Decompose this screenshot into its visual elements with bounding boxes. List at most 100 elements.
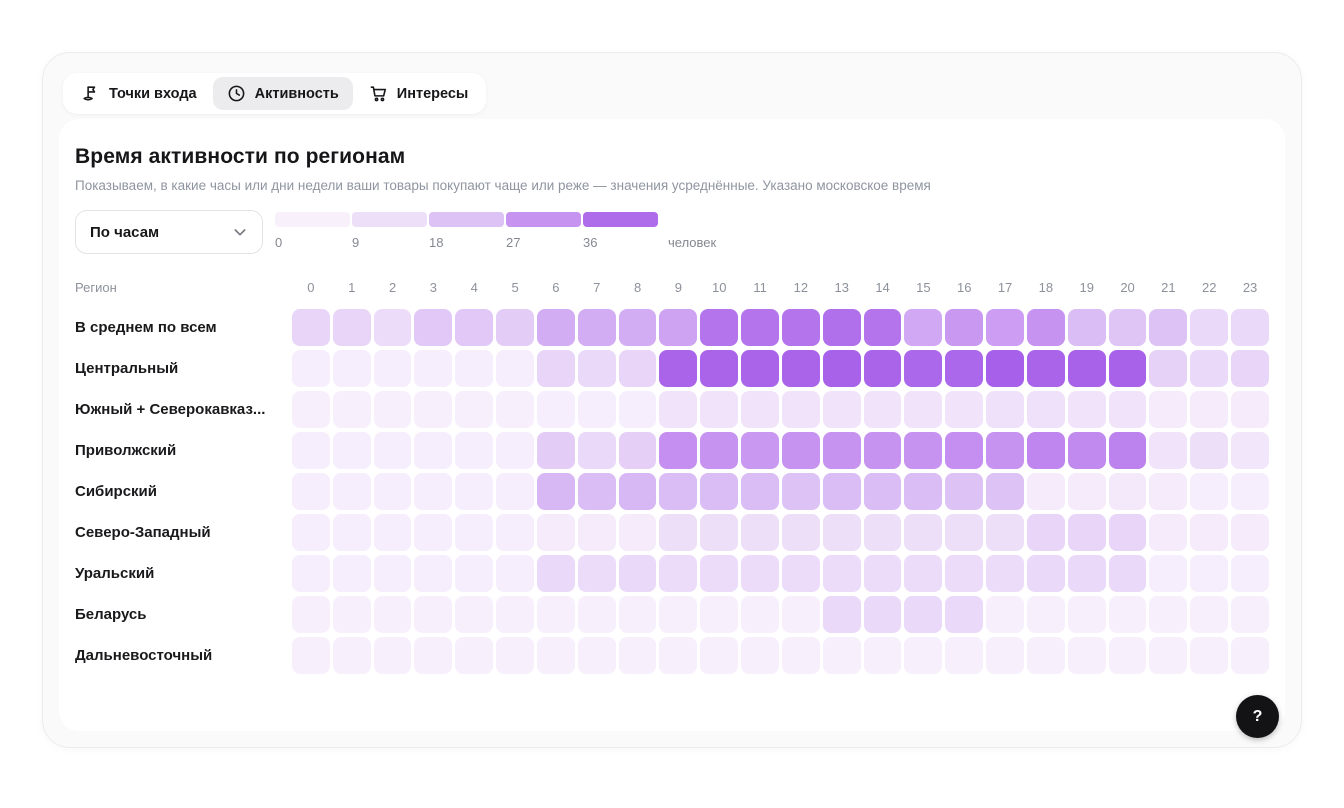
heatmap-cell[interactable] (1067, 391, 1106, 428)
heatmap-cell[interactable] (373, 596, 412, 633)
heatmap-cell[interactable] (700, 432, 739, 469)
heatmap-cell[interactable] (700, 350, 739, 387)
heatmap-cell[interactable] (373, 432, 412, 469)
heatmap-cell[interactable] (700, 596, 739, 633)
heatmap-cell[interactable] (863, 309, 902, 346)
heatmap-cell[interactable] (536, 473, 575, 510)
heatmap-cell[interactable] (1026, 555, 1065, 592)
heatmap-cell[interactable] (332, 391, 371, 428)
heatmap-cell[interactable] (659, 514, 698, 551)
heatmap-cell[interactable] (577, 432, 616, 469)
heatmap-cell[interactable] (700, 514, 739, 551)
heatmap-cell[interactable] (904, 637, 943, 674)
heatmap-cell[interactable] (700, 637, 739, 674)
heatmap-cell[interactable] (741, 473, 779, 510)
heatmap-cell[interactable] (414, 473, 453, 510)
heatmap-cell[interactable] (455, 309, 494, 346)
heatmap-cell[interactable] (986, 309, 1024, 346)
heatmap-cell[interactable] (1190, 432, 1229, 469)
heatmap-cell[interactable] (781, 432, 820, 469)
heatmap-cell[interactable] (863, 514, 902, 551)
heatmap-cell[interactable] (945, 596, 984, 633)
heatmap-cell[interactable] (332, 350, 371, 387)
tab-entry-points[interactable]: Точки входа (67, 77, 211, 110)
heatmap-cell[interactable] (455, 555, 494, 592)
heatmap-cell[interactable] (1231, 473, 1269, 510)
heatmap-cell[interactable] (1108, 350, 1147, 387)
heatmap-cell[interactable] (904, 391, 943, 428)
heatmap-cell[interactable] (863, 596, 902, 633)
heatmap-cell[interactable] (455, 596, 494, 633)
heatmap-cell[interactable] (292, 350, 330, 387)
heatmap-cell[interactable] (986, 637, 1024, 674)
heatmap-cell[interactable] (455, 514, 494, 551)
heatmap-cell[interactable] (292, 514, 330, 551)
heatmap-cell[interactable] (496, 555, 534, 592)
heatmap-cell[interactable] (373, 350, 412, 387)
heatmap-cell[interactable] (1149, 309, 1188, 346)
heatmap-cell[interactable] (496, 637, 534, 674)
heatmap-cell[interactable] (863, 350, 902, 387)
heatmap-cell[interactable] (1026, 309, 1065, 346)
heatmap-cell[interactable] (1149, 473, 1188, 510)
heatmap-cell[interactable] (292, 432, 330, 469)
heatmap-cell[interactable] (986, 473, 1024, 510)
heatmap-cell[interactable] (292, 596, 330, 633)
heatmap-cell[interactable] (1026, 637, 1065, 674)
heatmap-cell[interactable] (986, 555, 1024, 592)
heatmap-cell[interactable] (496, 432, 534, 469)
heatmap-cell[interactable] (1231, 350, 1269, 387)
heatmap-cell[interactable] (496, 514, 534, 551)
heatmap-cell[interactable] (496, 309, 534, 346)
heatmap-cell[interactable] (373, 391, 412, 428)
heatmap-cell[interactable] (1190, 350, 1229, 387)
heatmap-cell[interactable] (1149, 555, 1188, 592)
heatmap-cell[interactable] (455, 473, 494, 510)
heatmap-cell[interactable] (863, 637, 902, 674)
heatmap-cell[interactable] (863, 432, 902, 469)
heatmap-cell[interactable] (1108, 596, 1147, 633)
heatmap-cell[interactable] (945, 637, 984, 674)
heatmap-cell[interactable] (1231, 432, 1269, 469)
heatmap-cell[interactable] (1149, 350, 1188, 387)
heatmap-cell[interactable] (373, 555, 412, 592)
heatmap-cell[interactable] (781, 473, 820, 510)
heatmap-cell[interactable] (1108, 309, 1147, 346)
heatmap-cell[interactable] (781, 350, 820, 387)
heatmap-cell[interactable] (1067, 350, 1106, 387)
heatmap-cell[interactable] (741, 596, 779, 633)
heatmap-cell[interactable] (414, 596, 453, 633)
heatmap-cell[interactable] (700, 309, 739, 346)
heatmap-cell[interactable] (1190, 391, 1229, 428)
heatmap-cell[interactable] (1190, 596, 1229, 633)
heatmap-cell[interactable] (904, 473, 943, 510)
heatmap-cell[interactable] (577, 350, 616, 387)
heatmap-cell[interactable] (741, 350, 779, 387)
heatmap-cell[interactable] (822, 637, 861, 674)
heatmap-cell[interactable] (577, 309, 616, 346)
heatmap-cell[interactable] (863, 555, 902, 592)
heatmap-cell[interactable] (536, 432, 575, 469)
heatmap-cell[interactable] (945, 432, 984, 469)
heatmap-cell[interactable] (1190, 309, 1229, 346)
heatmap-cell[interactable] (741, 432, 779, 469)
heatmap-cell[interactable] (1231, 309, 1269, 346)
heatmap-cell[interactable] (414, 514, 453, 551)
heatmap-cell[interactable] (618, 432, 657, 469)
heatmap-cell[interactable] (741, 391, 779, 428)
heatmap-cell[interactable] (659, 391, 698, 428)
heatmap-cell[interactable] (986, 391, 1024, 428)
heatmap-cell[interactable] (700, 555, 739, 592)
heatmap-cell[interactable] (618, 473, 657, 510)
heatmap-cell[interactable] (986, 432, 1024, 469)
heatmap-cell[interactable] (536, 555, 575, 592)
heatmap-cell[interactable] (1026, 596, 1065, 633)
heatmap-cell[interactable] (1026, 514, 1065, 551)
heatmap-cell[interactable] (945, 350, 984, 387)
heatmap-cell[interactable] (781, 596, 820, 633)
heatmap-cell[interactable] (1190, 555, 1229, 592)
heatmap-cell[interactable] (577, 391, 616, 428)
heatmap-cell[interactable] (986, 596, 1024, 633)
heatmap-cell[interactable] (741, 514, 779, 551)
heatmap-cell[interactable] (536, 514, 575, 551)
